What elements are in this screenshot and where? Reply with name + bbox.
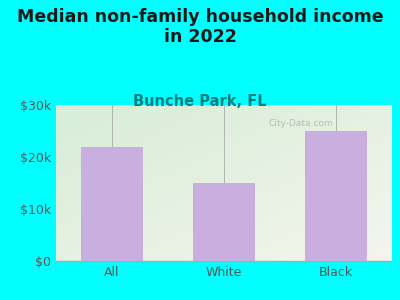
Bar xyxy=(305,131,367,261)
Bar xyxy=(193,183,255,261)
Bar xyxy=(81,147,143,261)
Text: Bunche Park, FL: Bunche Park, FL xyxy=(133,94,267,110)
Text: City-Data.com: City-Data.com xyxy=(269,119,334,128)
Text: Median non-family household income
in 2022: Median non-family household income in 20… xyxy=(17,8,383,46)
